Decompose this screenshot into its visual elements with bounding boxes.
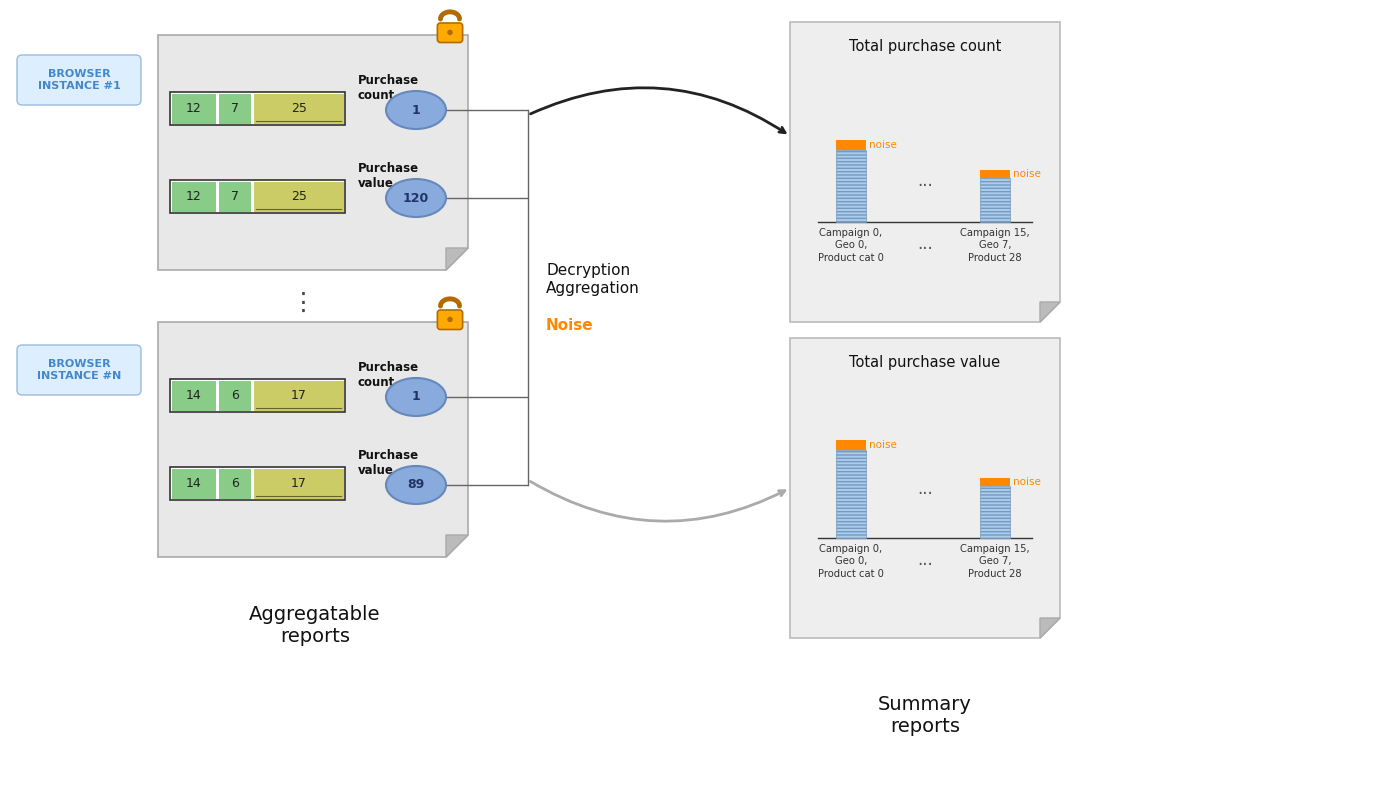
- Text: ...: ...: [916, 235, 933, 253]
- Ellipse shape: [386, 466, 447, 504]
- Circle shape: [448, 317, 453, 322]
- Text: Aggregatable
reports: Aggregatable reports: [249, 605, 381, 646]
- Bar: [218, 93, 250, 124]
- Text: 6: 6: [231, 389, 239, 402]
- Text: BROWSER
INSTANCE #N: BROWSER INSTANCE #N: [37, 359, 121, 381]
- FancyBboxPatch shape: [16, 55, 142, 105]
- Bar: [254, 468, 344, 499]
- Text: Purchase
count: Purchase count: [359, 74, 419, 102]
- Ellipse shape: [386, 91, 447, 129]
- Text: BROWSER
INSTANCE #1: BROWSER INSTANCE #1: [37, 69, 121, 91]
- Text: ...: ...: [916, 551, 933, 569]
- Text: 25: 25: [291, 102, 306, 115]
- Polygon shape: [447, 248, 469, 270]
- Text: ...: ...: [916, 480, 933, 498]
- Ellipse shape: [386, 378, 447, 416]
- Text: noise: noise: [868, 440, 897, 450]
- Text: 14: 14: [185, 477, 202, 490]
- Bar: [170, 180, 345, 213]
- Text: 1: 1: [412, 390, 420, 404]
- Text: noise: noise: [1013, 477, 1041, 487]
- Text: Total purchase value: Total purchase value: [849, 354, 1000, 369]
- Text: 25: 25: [291, 190, 306, 203]
- FancyBboxPatch shape: [437, 310, 463, 330]
- Text: 120: 120: [403, 192, 429, 204]
- Text: Campaign 15,
Geo 7,
Product 28: Campaign 15, Geo 7, Product 28: [960, 228, 1029, 263]
- Bar: [980, 478, 1010, 486]
- Text: 17: 17: [291, 389, 306, 402]
- Text: 12: 12: [185, 102, 202, 115]
- FancyBboxPatch shape: [437, 23, 463, 42]
- Text: ...: ...: [916, 172, 933, 190]
- Bar: [254, 181, 344, 211]
- Bar: [835, 140, 866, 150]
- Polygon shape: [158, 322, 469, 557]
- Bar: [835, 450, 866, 538]
- Text: 7: 7: [231, 190, 239, 203]
- Text: 17: 17: [291, 477, 306, 490]
- Bar: [980, 178, 1010, 222]
- Circle shape: [448, 30, 453, 35]
- Text: 7: 7: [231, 102, 239, 115]
- Text: 89: 89: [407, 479, 425, 492]
- Text: Summary
reports: Summary reports: [878, 694, 971, 736]
- Bar: [170, 92, 345, 125]
- Text: Campaign 15,
Geo 7,
Product 28: Campaign 15, Geo 7, Product 28: [960, 544, 1029, 579]
- Bar: [980, 486, 1010, 538]
- Text: Purchase
value: Purchase value: [359, 162, 419, 190]
- Bar: [218, 381, 250, 410]
- Polygon shape: [158, 35, 469, 270]
- Bar: [170, 467, 345, 500]
- Text: Noise: Noise: [545, 318, 594, 333]
- FancyBboxPatch shape: [16, 345, 142, 395]
- Bar: [980, 170, 1010, 178]
- Text: Total purchase count: Total purchase count: [849, 38, 1002, 53]
- Polygon shape: [790, 338, 1059, 638]
- Bar: [172, 381, 216, 410]
- Text: Purchase
count: Purchase count: [359, 361, 419, 389]
- Polygon shape: [1040, 302, 1059, 322]
- Text: 6: 6: [231, 477, 239, 490]
- Text: noise: noise: [1013, 169, 1041, 179]
- Bar: [254, 93, 344, 124]
- Ellipse shape: [386, 179, 447, 217]
- Text: 14: 14: [185, 389, 202, 402]
- Bar: [218, 468, 250, 499]
- Bar: [218, 181, 250, 211]
- Text: Purchase
value: Purchase value: [359, 449, 419, 477]
- Text: 12: 12: [185, 190, 202, 203]
- Bar: [835, 150, 866, 222]
- Polygon shape: [1040, 618, 1059, 638]
- Bar: [172, 181, 216, 211]
- Text: Campaign 0,
Geo 0,
Product cat 0: Campaign 0, Geo 0, Product cat 0: [818, 228, 883, 263]
- Bar: [170, 379, 345, 412]
- Text: 1: 1: [412, 104, 420, 117]
- Polygon shape: [447, 535, 469, 557]
- Text: Campaign 0,
Geo 0,
Product cat 0: Campaign 0, Geo 0, Product cat 0: [818, 544, 883, 579]
- Bar: [835, 440, 866, 450]
- Bar: [254, 381, 344, 410]
- Text: ⋮: ⋮: [290, 291, 316, 315]
- Polygon shape: [790, 22, 1059, 322]
- Text: noise: noise: [868, 140, 897, 150]
- Bar: [172, 468, 216, 499]
- Text: Decryption
Aggregation: Decryption Aggregation: [545, 263, 640, 296]
- Bar: [172, 93, 216, 124]
